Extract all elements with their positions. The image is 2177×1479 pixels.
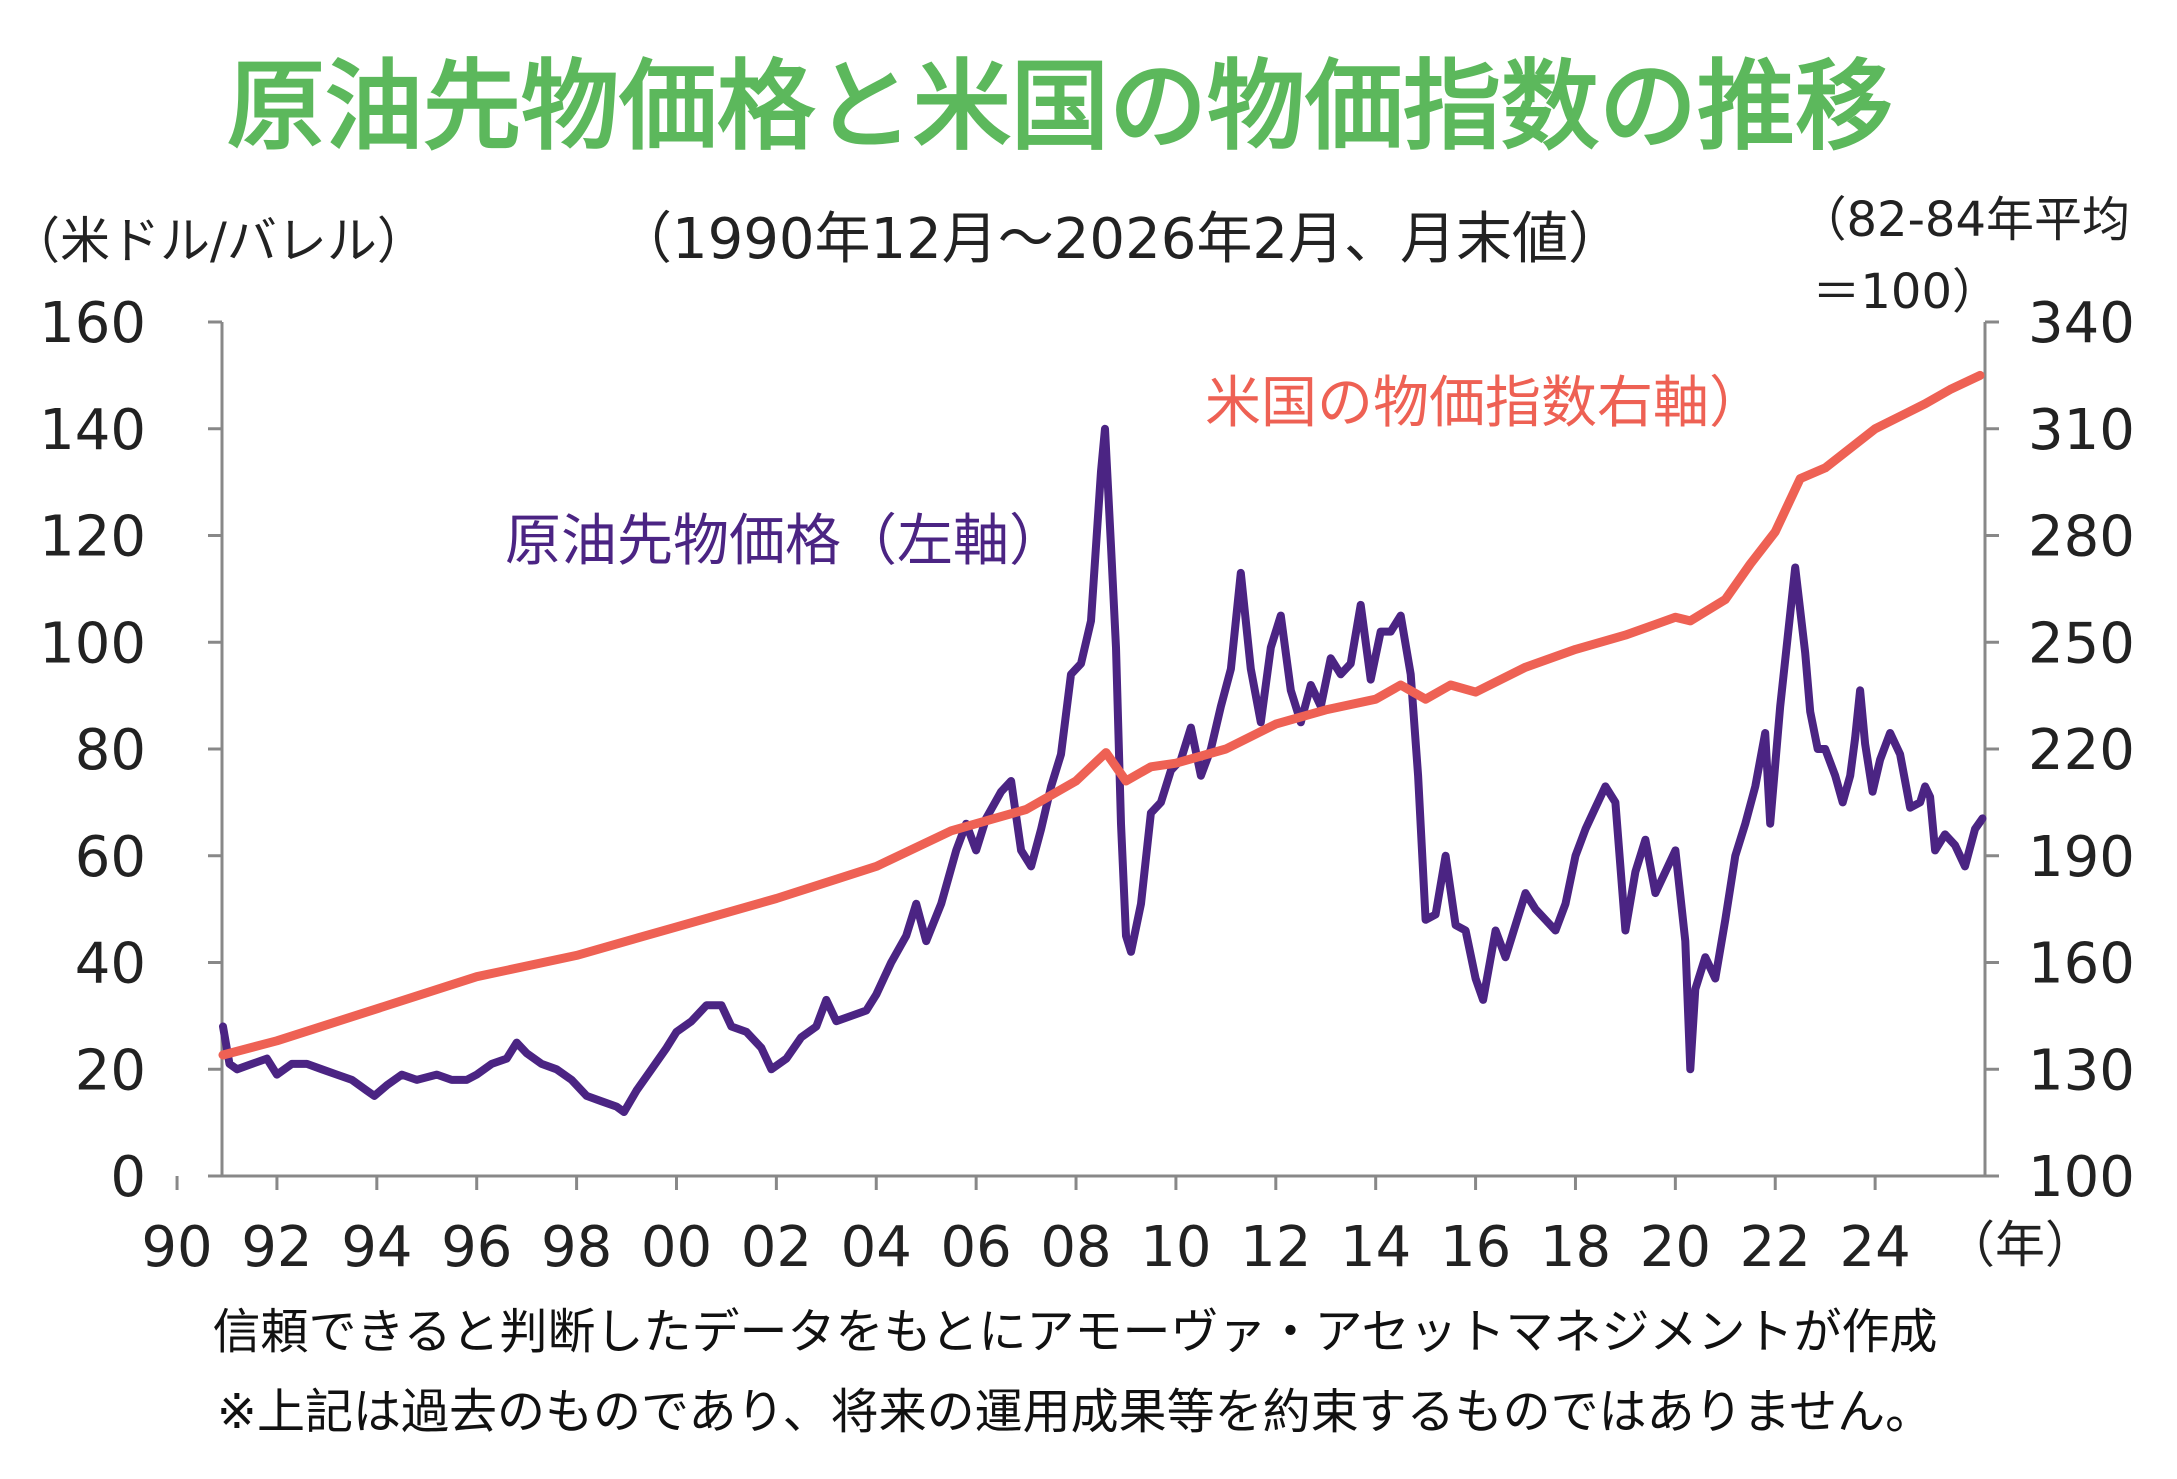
- right-axis-unit-line1: （82-84年平均: [1799, 192, 2130, 248]
- y-right-tick-label: 100: [2028, 1145, 2135, 1210]
- y-right-tick-label: 190: [2028, 825, 2135, 890]
- x-tick-label: 06: [941, 1215, 1012, 1280]
- y-right-tick-label: 160: [2028, 932, 2135, 997]
- y-left-tick-label: 120: [39, 505, 146, 570]
- x-tick-label: 22: [1740, 1215, 1811, 1280]
- y-left-tick-label: 60: [75, 825, 146, 890]
- x-tick-label: 98: [541, 1215, 612, 1280]
- y-right-tick-label: 130: [2028, 1038, 2135, 1103]
- y-left-tick-label: 100: [39, 611, 146, 676]
- left-axis-unit: （米ドル/バレル）: [10, 212, 427, 270]
- y-right-tick-label: 220: [2028, 718, 2135, 783]
- x-tick-label: 00: [641, 1215, 712, 1280]
- y-left-tick-label: 40: [75, 932, 146, 997]
- x-tick-label: 02: [741, 1215, 812, 1280]
- y-left-tick-label: 80: [75, 718, 146, 783]
- x-tick-label: 18: [1540, 1215, 1611, 1280]
- cpi-line: [218, 370, 1985, 1060]
- y-left-tick-label: 160: [39, 291, 146, 356]
- right-axis-unit-line2: ＝100）: [1812, 264, 2000, 320]
- x-tick-label: 96: [441, 1215, 512, 1280]
- x-tick-label: 24: [1839, 1215, 1910, 1280]
- y-right-tick-label: 280: [2028, 505, 2135, 570]
- chart-title: 原油先物価格と米国の物価指数の推移: [227, 50, 1893, 164]
- x-tick-label: 20: [1640, 1215, 1711, 1280]
- x-tick-label: 14: [1340, 1215, 1411, 1280]
- x-tick-label: 12: [1240, 1215, 1311, 1280]
- x-tick-label: 10: [1140, 1215, 1211, 1280]
- x-tick-label: 92: [241, 1215, 312, 1280]
- series-label-cpi: 米国の物価指数右軸）: [1205, 371, 1765, 436]
- chart-subtitle: （1990年12月～2026年2月、月末値）: [616, 207, 1624, 272]
- x-tick-label: 90: [141, 1215, 212, 1280]
- y-right-tick-label: 340: [2028, 291, 2135, 356]
- x-tick-label: 08: [1040, 1215, 1111, 1280]
- y-left-tick-label: 140: [39, 398, 146, 463]
- x-tick-label: 04: [841, 1215, 912, 1280]
- x-tick-label: 16: [1440, 1215, 1511, 1280]
- tick-layer: 0204060801001201401601001301601902202502…: [39, 291, 2135, 1280]
- x-tick-label: 94: [341, 1215, 412, 1280]
- footnote-source: 信頼できると判断したデータをもとにアモーヴァ・アセットマネジメントが作成: [212, 1304, 1937, 1360]
- y-left-tick-label: 20: [75, 1038, 146, 1103]
- series-layer: [218, 370, 1987, 1116]
- y-right-tick-label: 250: [2028, 611, 2135, 676]
- x-axis-unit: （年）: [1945, 1216, 2095, 1274]
- oil-price-line: [219, 424, 1987, 1116]
- series-label-oil: 原油先物価格（左軸）: [505, 509, 1065, 574]
- footnote-disclaimer: ※上記は過去のものであり、将来の運用成果等を約束するものではありません。: [217, 1384, 1933, 1440]
- y-left-tick-label: 0: [110, 1145, 146, 1210]
- y-right-tick-label: 310: [2028, 398, 2135, 463]
